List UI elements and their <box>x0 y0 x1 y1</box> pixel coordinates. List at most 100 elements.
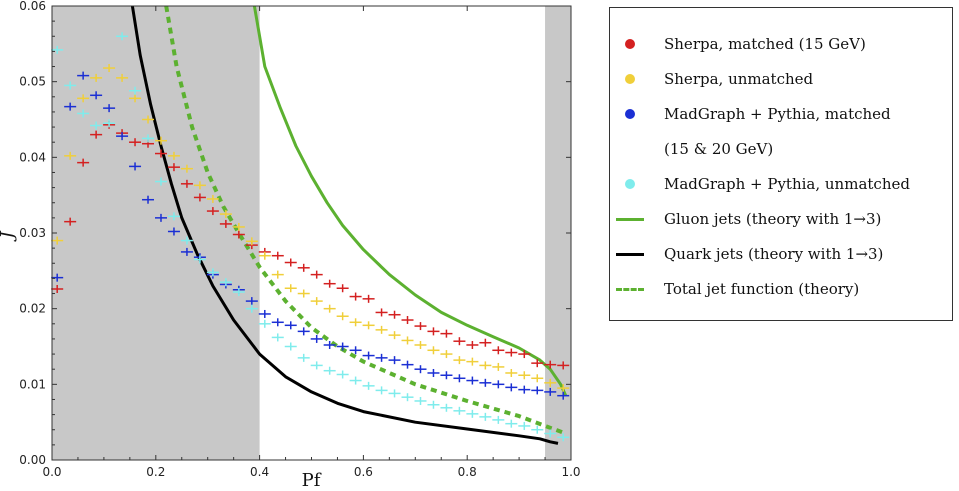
legend-marker <box>616 217 644 221</box>
theory-curves <box>130 6 568 445</box>
data-point <box>129 138 142 147</box>
legend-entry: Sherpa, matched (15 GeV) <box>610 34 866 54</box>
data-point <box>310 270 323 279</box>
data-point <box>479 338 492 347</box>
data-point <box>453 406 466 415</box>
data-point <box>271 270 284 279</box>
data-point <box>427 327 440 336</box>
data-point <box>531 425 544 434</box>
data-point <box>544 378 557 387</box>
data-point <box>154 136 167 145</box>
data-point <box>258 309 271 318</box>
data-point <box>232 288 245 297</box>
data-point <box>180 247 193 256</box>
data-point <box>180 236 193 245</box>
data-point <box>388 389 401 398</box>
legend-symbol <box>610 244 650 264</box>
legend-label: Sherpa, matched (15 GeV) <box>664 35 866 53</box>
data-point <box>414 322 427 331</box>
y-tick-label: 0.02 <box>19 302 46 316</box>
data-point <box>531 359 544 368</box>
data-point <box>310 361 323 370</box>
data-point <box>232 222 245 231</box>
legend-entry: MadGraph + Pythia, unmatched <box>610 174 910 194</box>
legend-marker <box>625 179 635 189</box>
data-point <box>77 94 90 103</box>
data-point <box>388 310 401 319</box>
data-point <box>129 94 142 103</box>
legend-label: MadGraph + Pythia, unmatched <box>664 175 910 193</box>
legend-symbol <box>610 69 650 89</box>
data-point <box>193 255 206 264</box>
data-point <box>77 109 90 118</box>
data-point <box>557 384 570 393</box>
data-point <box>219 219 232 228</box>
legend-marker <box>625 109 635 119</box>
data-point <box>77 158 90 167</box>
data-point <box>427 346 440 355</box>
data-point <box>414 365 427 374</box>
data-point <box>531 374 544 383</box>
data-point <box>388 356 401 365</box>
series-line <box>130 6 559 445</box>
data-point <box>219 210 232 219</box>
data-point <box>116 132 129 141</box>
y-tick-label: 0.06 <box>19 0 46 13</box>
legend-symbol <box>610 209 650 229</box>
legend: Sherpa, matched (15 GeV) Sherpa, unmatche… <box>609 7 953 321</box>
data-point <box>362 381 375 390</box>
series-line <box>164 6 567 436</box>
data-point <box>349 292 362 301</box>
data-point <box>206 194 219 203</box>
series-line <box>252 6 568 397</box>
data-point <box>440 371 453 380</box>
data-point <box>167 227 180 236</box>
data-point <box>245 297 258 306</box>
x-tick-label: 0.4 <box>250 465 269 479</box>
data-point <box>103 64 116 73</box>
data-point <box>492 380 505 389</box>
data-point <box>505 348 518 357</box>
data-point <box>362 294 375 303</box>
data-point <box>336 312 349 321</box>
data-point <box>401 316 414 325</box>
legend-marker <box>616 287 644 291</box>
data-point <box>362 321 375 330</box>
legend-entry: MadGraph + Pythia, matched <box>610 104 891 124</box>
data-point <box>51 273 64 282</box>
legend-entry: (15 & 20 GeV) <box>610 139 773 159</box>
data-point <box>323 304 336 313</box>
data-point <box>557 433 570 442</box>
legend-label: Quark jets (theory with 1→3) <box>664 245 884 263</box>
data-point <box>414 340 427 349</box>
data-point <box>142 134 155 143</box>
x-axis-title: Pf <box>302 470 322 491</box>
legend-entry: Sherpa, unmatched <box>610 69 813 89</box>
data-point <box>323 340 336 349</box>
legend-label: Total jet function (theory) <box>664 280 860 298</box>
data-point <box>219 278 232 287</box>
data-point <box>154 177 167 186</box>
data-point <box>375 325 388 334</box>
data-point <box>544 387 557 396</box>
data-points <box>51 32 570 442</box>
legend-label: Sherpa, unmatched <box>664 70 814 88</box>
data-point <box>310 297 323 306</box>
data-point <box>206 268 219 277</box>
data-point <box>401 336 414 345</box>
data-point <box>167 151 180 160</box>
data-point <box>505 419 518 428</box>
data-point <box>103 104 116 113</box>
data-point <box>64 217 77 226</box>
data-point <box>271 251 284 260</box>
data-point <box>557 361 570 370</box>
data-point <box>297 263 310 272</box>
chart: 0.0 0.2 0.4 0.6 0.8 1.0 0.00 0.01 0.02 0.03 0.04 0.… <box>0 0 581 491</box>
x-tick-label: 0.6 <box>354 465 373 479</box>
data-point <box>323 366 336 375</box>
data-point <box>154 149 167 158</box>
data-point <box>518 421 531 430</box>
legend-symbol <box>610 104 650 124</box>
data-point <box>453 356 466 365</box>
legend-entry: Gluon jets (theory with 1→3) <box>610 209 881 229</box>
